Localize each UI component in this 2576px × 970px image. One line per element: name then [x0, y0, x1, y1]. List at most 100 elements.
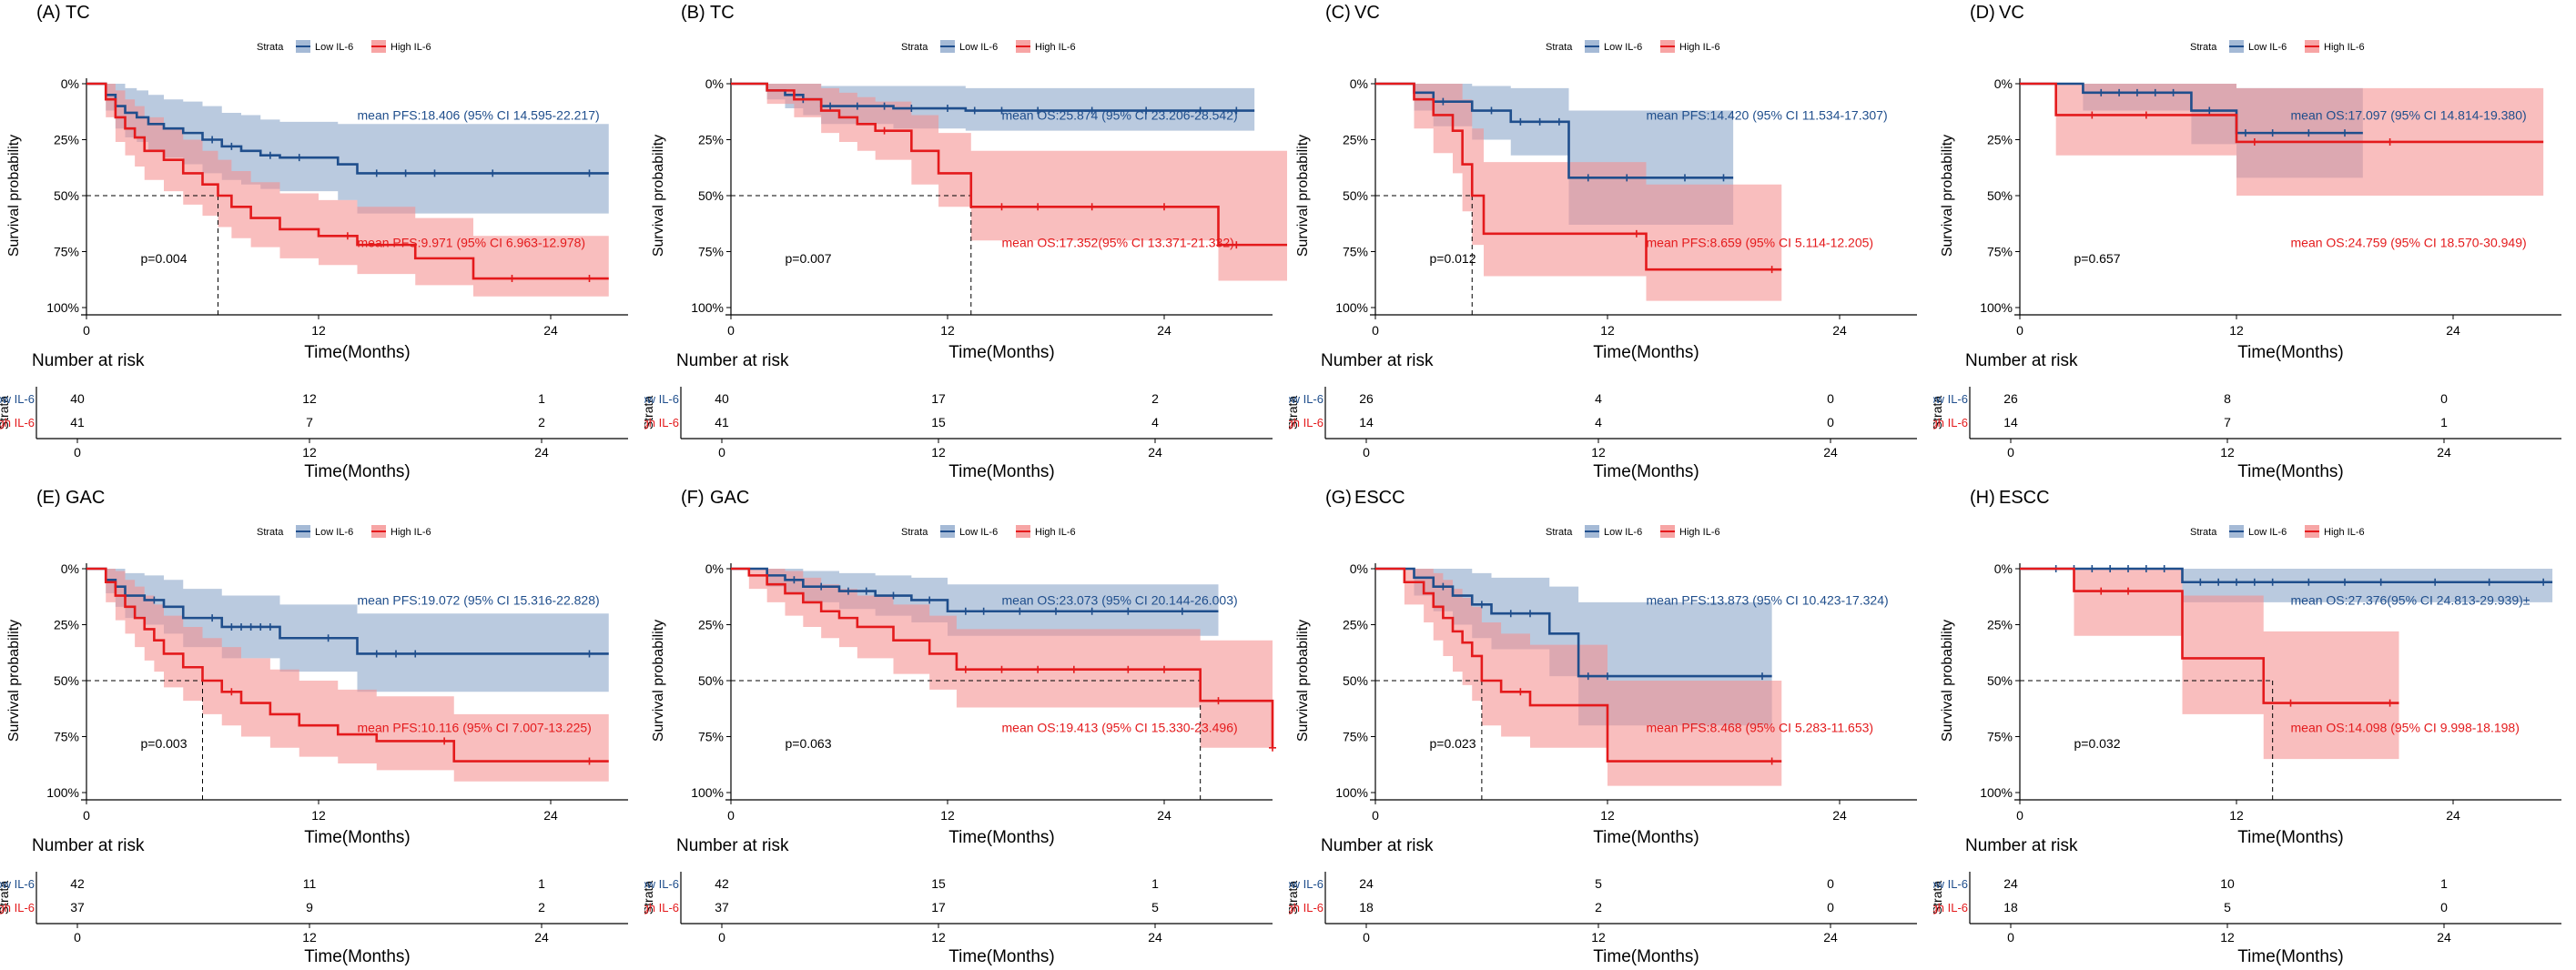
mean-annotation-high: mean PFS:8.659 (95% CI 5.114-12.205) [1647, 236, 1874, 250]
censor-mark-low [979, 607, 988, 615]
legend-label-high: High IL-6 [390, 42, 431, 53]
x-tick-label: 12 [1600, 323, 1615, 338]
panel-title: TC [710, 3, 735, 23]
censor-mark-low [1088, 607, 1096, 615]
censor-mark-high [2088, 111, 2096, 119]
censor-mark-low [853, 102, 861, 110]
censor-mark-high [1124, 665, 1132, 673]
censor-mark-low [1088, 106, 1096, 115]
censor-mark-low [150, 596, 158, 604]
risk-count: 17 [931, 900, 946, 914]
x-tick-label: 24 [2446, 323, 2460, 338]
legend-title: Strata [257, 527, 284, 538]
risk-x-tick-label: 12 [302, 445, 317, 460]
p-value: p=0.032 [2074, 736, 2121, 751]
censor-mark-low [2305, 129, 2313, 137]
y-tick-label: 100% [46, 785, 79, 800]
censor-mark-low [944, 105, 951, 113]
risk-strata-label: Strata [644, 396, 655, 430]
censor-mark-low [1487, 106, 1496, 115]
y-tick-label: 25% [1343, 618, 1368, 632]
censor-mark-low [2540, 578, 2548, 586]
panel-label: (F) [681, 488, 705, 508]
ci-band-high [1375, 84, 1782, 301]
risk-count: 5 [2224, 900, 2231, 914]
risk-count: 15 [931, 415, 946, 429]
risk-table-title: Number at risk [1965, 836, 2078, 855]
y-tick-label: 75% [54, 730, 79, 744]
y-tick-label: 50% [1987, 673, 2013, 688]
risk-x-axis-label: Time(Months) [1593, 947, 1699, 966]
risk-row-label: High IL-6 [644, 416, 679, 429]
y-tick-label: 50% [698, 673, 724, 688]
y-tick-label: 50% [698, 188, 724, 203]
risk-count: 18 [2003, 900, 2018, 914]
y-tick-label: 50% [54, 188, 79, 203]
y-axis-label: Survival probability [6, 135, 22, 257]
legend-title: Strata [901, 527, 928, 538]
risk-x-axis-label: Time(Months) [948, 462, 1054, 481]
risk-count: 1 [1151, 876, 1159, 891]
censor-mark-high [1632, 229, 1640, 237]
x-tick-label: 12 [1600, 808, 1615, 823]
risk-x-tick-label: 24 [1148, 445, 1162, 460]
risk-x-tick-label: 12 [302, 930, 317, 945]
censor-mark-low [2268, 129, 2277, 137]
p-value: p=0.023 [1430, 736, 1476, 751]
censor-mark-high [1768, 757, 1776, 765]
ci-band-high [2020, 569, 2399, 760]
censor-mark-high [441, 737, 449, 745]
risk-x-axis-label: Time(Months) [948, 947, 1054, 966]
censor-mark-high [228, 688, 236, 696]
censor-mark-high [343, 232, 351, 240]
x-tick-label: 12 [940, 323, 955, 338]
risk-count: 24 [2003, 876, 2018, 891]
risk-x-axis-label: Time(Months) [2237, 947, 2343, 966]
x-tick-label: 0 [83, 323, 90, 338]
mean-annotation-low: mean OS:17.097 (95% CI 14.814-19.380) [2291, 107, 2527, 122]
censor-mark-low [1439, 97, 1447, 106]
legend-label-high: High IL-6 [1679, 42, 1720, 53]
x-tick-label: 0 [727, 808, 735, 823]
legend-label-high: High IL-6 [390, 527, 431, 538]
risk-row-label: High IL-6 [1289, 416, 1323, 429]
censor-mark-low [2106, 565, 2115, 572]
censor-mark-low [411, 650, 420, 658]
risk-count: 1 [538, 391, 545, 406]
x-tick-label: 0 [83, 808, 90, 823]
x-tick-label: 24 [543, 808, 558, 823]
risk-count: 0 [1827, 900, 1834, 914]
legend-label-low: Low IL-6 [315, 42, 353, 53]
risk-x-axis-label: Time(Months) [304, 947, 410, 966]
censor-mark-low [295, 154, 303, 162]
y-tick-label: 25% [698, 618, 724, 632]
panel-label: (C) [1325, 3, 1351, 23]
censor-mark-low [228, 142, 236, 150]
risk-x-axis-label: Time(Months) [1593, 462, 1699, 481]
risk-row-label: High IL-6 [0, 416, 35, 429]
censor-mark-high [1516, 688, 1525, 696]
risk-strata-label: Strata [0, 396, 11, 430]
risk-count: 37 [70, 900, 85, 914]
panel-title: TC [66, 3, 90, 23]
censor-mark-low [790, 576, 798, 584]
censor-mark-low [1536, 117, 1544, 126]
legend-label-low: Low IL-6 [2248, 527, 2287, 538]
legend-label-high: High IL-6 [1679, 527, 1720, 538]
censor-mark-low [2142, 565, 2150, 572]
legend-label-high: High IL-6 [2324, 42, 2365, 53]
censor-mark-high [880, 126, 888, 135]
censor-mark-high [1088, 203, 1096, 211]
y-tick-label: 0% [1350, 561, 1368, 576]
mean-annotation-high: mean OS:17.352(95% CI 13.371-21.332) [1002, 236, 1234, 250]
y-axis-label: Survival probability [1940, 135, 1955, 257]
legend: Strata Low IL-6 High IL-6 [1546, 525, 1720, 538]
p-value: p=0.004 [141, 251, 188, 266]
x-axis-label: Time(Months) [1593, 828, 1699, 847]
censor-mark-low [2151, 88, 2159, 96]
